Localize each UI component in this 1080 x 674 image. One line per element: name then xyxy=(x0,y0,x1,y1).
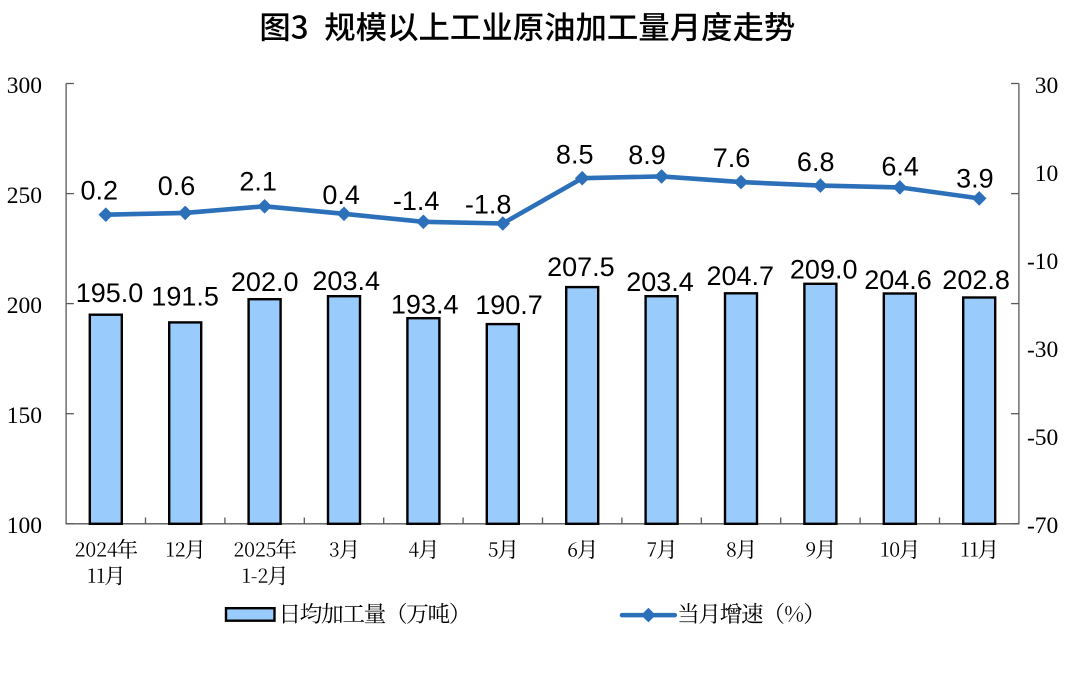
svg-text:-1.4: -1.4 xyxy=(393,186,440,216)
svg-text:0.4: 0.4 xyxy=(322,180,360,210)
svg-text:209.0: 209.0 xyxy=(790,255,858,285)
svg-text:193.4: 193.4 xyxy=(391,289,459,319)
svg-text:8.9: 8.9 xyxy=(628,140,666,170)
svg-text:10: 10 xyxy=(1035,161,1059,187)
svg-text:6.8: 6.8 xyxy=(797,147,835,177)
svg-text:190.7: 190.7 xyxy=(475,290,543,320)
svg-text:-70: -70 xyxy=(1027,513,1058,539)
svg-text:100: 100 xyxy=(7,513,42,539)
svg-text:8.5: 8.5 xyxy=(556,140,594,170)
svg-text:-50: -50 xyxy=(1027,425,1058,451)
svg-text:204.6: 204.6 xyxy=(864,265,932,295)
svg-text:-10: -10 xyxy=(1027,249,1058,275)
svg-text:191.5: 191.5 xyxy=(151,282,219,312)
svg-text:195.0: 195.0 xyxy=(76,278,144,308)
svg-text:6.4: 6.4 xyxy=(881,152,919,182)
svg-text:250: 250 xyxy=(7,183,42,209)
svg-text:30: 30 xyxy=(1035,73,1059,99)
svg-text:202.0: 202.0 xyxy=(231,267,299,297)
svg-text:203.4: 203.4 xyxy=(312,266,380,296)
svg-text:7.6: 7.6 xyxy=(713,143,751,173)
svg-text:204.7: 204.7 xyxy=(707,261,775,291)
svg-text:-1.8: -1.8 xyxy=(465,190,512,220)
svg-text:207.5: 207.5 xyxy=(547,252,615,282)
svg-text:0.2: 0.2 xyxy=(81,176,119,206)
svg-text:0.6: 0.6 xyxy=(158,171,196,201)
svg-text:-30: -30 xyxy=(1027,337,1058,363)
svg-text:3.9: 3.9 xyxy=(956,164,994,194)
svg-text:150: 150 xyxy=(7,403,42,429)
svg-text:200: 200 xyxy=(7,293,42,319)
svg-text:202.8: 202.8 xyxy=(942,265,1010,295)
svg-text:203.4: 203.4 xyxy=(626,267,694,297)
svg-text:2.1: 2.1 xyxy=(239,167,277,197)
svg-text:300: 300 xyxy=(7,73,42,99)
